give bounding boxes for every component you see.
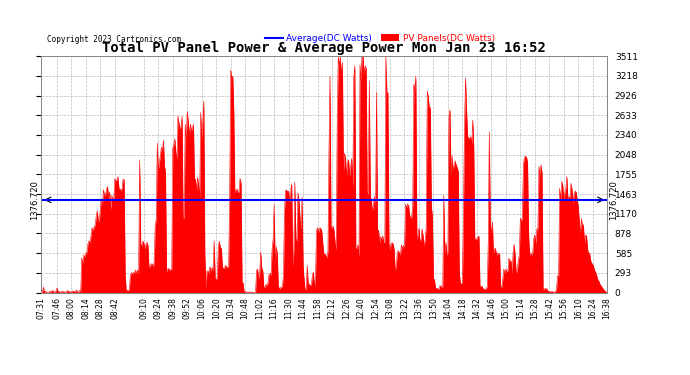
- Title: Total PV Panel Power & Average Power Mon Jan 23 16:52: Total PV Panel Power & Average Power Mon…: [102, 41, 546, 55]
- Text: 1376.720: 1376.720: [609, 180, 618, 220]
- Text: Copyright 2023 Cartronics.com: Copyright 2023 Cartronics.com: [47, 36, 181, 45]
- Text: 1376.720: 1376.720: [30, 180, 39, 220]
- Legend: Average(DC Watts), PV Panels(DC Watts): Average(DC Watts), PV Panels(DC Watts): [261, 30, 498, 46]
